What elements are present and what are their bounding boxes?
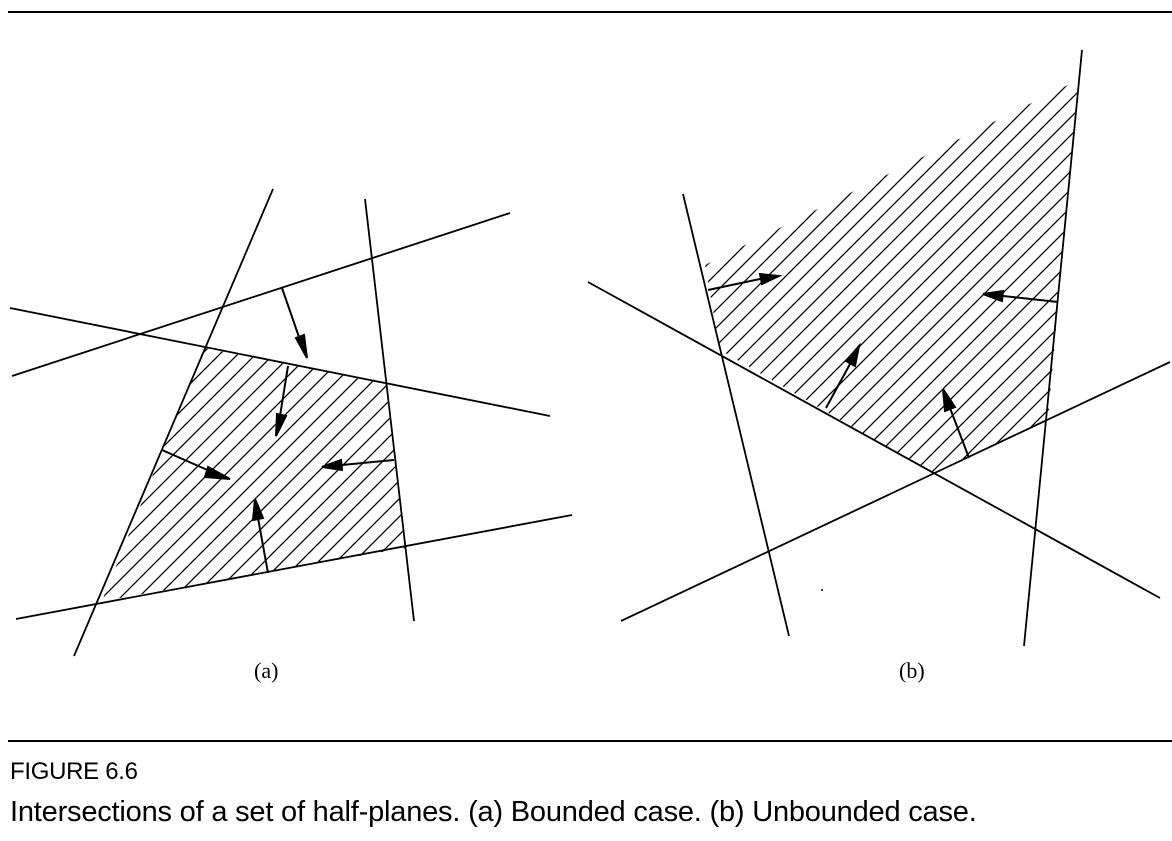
figure-diagram: (a) (b)	[0, 49, 1172, 683]
hatch-line	[923, 80, 1078, 473]
hatch-line	[102, 348, 109, 601]
normal-arrows-b	[707, 272, 1059, 459]
boundary-lines-a	[9, 188, 573, 657]
hatch-line	[833, 80, 1078, 473]
arrow-head	[758, 272, 783, 286]
figure-caption: Intersections of a set of half-planes. (…	[10, 796, 977, 828]
hatch-line	[251, 348, 405, 601]
hatch-line	[0, 70, 290, 480]
hatch-line	[102, 348, 235, 601]
hatch-line	[815, 80, 1078, 473]
hatch-line	[705, 80, 1047, 473]
hatch-line	[6, 70, 416, 480]
hatch-line	[395, 348, 405, 601]
hatch-line	[705, 80, 759, 473]
hatch-line	[287, 348, 405, 601]
hatch-line	[0, 340, 90, 610]
hatch-line	[102, 348, 145, 601]
hatch-line	[887, 80, 1078, 473]
hatch-line	[0, 70, 308, 480]
stray-dot	[821, 589, 823, 591]
arrow-head	[251, 498, 265, 522]
panel-b-label: (b)	[899, 658, 925, 683]
arrow-head	[203, 465, 231, 480]
hatch-line	[102, 348, 307, 601]
arrow-head	[942, 388, 957, 413]
hatch-line	[294, 70, 704, 480]
hatch-line	[0, 340, 18, 610]
hatch-line	[941, 80, 1078, 473]
hatch-line	[959, 80, 1078, 473]
hatch-line	[102, 348, 361, 601]
hatch-line	[132, 70, 542, 480]
hatch-line	[107, 348, 379, 601]
hatch-line	[197, 348, 405, 601]
arrow-head	[982, 289, 1005, 303]
hatch-line	[414, 340, 684, 610]
hatch-line	[179, 348, 405, 601]
hatch-line	[204, 70, 614, 480]
arrow-head	[321, 458, 344, 472]
hatch-line	[761, 80, 1078, 473]
hatch-line	[215, 348, 405, 601]
hatch-line	[0, 340, 54, 610]
hatch-line	[705, 80, 741, 473]
boundary-lines-b	[587, 49, 1171, 647]
hatch-line	[102, 348, 325, 601]
hatch-line	[977, 80, 1078, 473]
hatch-line	[102, 348, 271, 601]
hatch-line	[240, 70, 650, 480]
hatch-line	[143, 348, 405, 601]
panel-a-label: (a)	[254, 658, 278, 683]
hatch-line	[269, 348, 405, 601]
hatch-line	[233, 348, 405, 601]
hatch-line	[102, 348, 289, 601]
hatch-line	[24, 70, 434, 480]
hatch-line	[0, 340, 36, 610]
hatch-line	[102, 348, 199, 601]
arrow-head	[275, 412, 288, 437]
caption-rule	[8, 740, 1172, 742]
hatch-line	[1049, 80, 1078, 473]
hatch-line	[96, 70, 506, 480]
hatch-line	[0, 70, 344, 480]
hatch-line	[102, 348, 163, 601]
hatch-line	[1031, 80, 1078, 473]
hatch-line	[377, 348, 405, 601]
arrow-head	[844, 342, 861, 368]
panel-a: (a)	[0, 188, 684, 683]
hatch-line	[305, 348, 405, 601]
hatch-line	[797, 80, 1078, 473]
normal-arrows-a	[161, 287, 395, 574]
figure-number: FIGURE 6.6	[10, 758, 138, 785]
hatch-line	[1067, 80, 1078, 473]
hatch-line	[1086, 70, 1172, 480]
hatch-line	[0, 340, 72, 610]
hatch-line	[905, 80, 1078, 473]
hatch-line	[60, 70, 470, 480]
hatch-line	[359, 348, 405, 601]
hatch-line	[0, 70, 362, 480]
hatch-line	[779, 80, 1078, 473]
hatch-line	[161, 348, 405, 601]
hatch-line	[150, 70, 560, 480]
arrow-head	[294, 333, 308, 359]
hatch-line	[125, 348, 397, 601]
top-rule	[8, 11, 1172, 13]
hatch-line	[0, 70, 398, 480]
hatch-line	[276, 70, 686, 480]
hatch-line	[102, 348, 127, 601]
hatched-region-a	[0, 340, 684, 610]
hatch-line	[341, 348, 405, 601]
hatch-line	[323, 348, 405, 601]
hatch-line	[851, 80, 1078, 473]
panel-b: (b)	[0, 49, 1172, 683]
